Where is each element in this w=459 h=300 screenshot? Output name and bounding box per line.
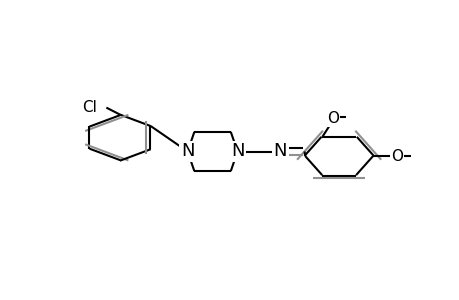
Text: N: N: [273, 142, 286, 160]
Text: O: O: [390, 148, 402, 164]
Text: Cl: Cl: [82, 100, 97, 115]
Text: N: N: [180, 142, 194, 160]
Text: N: N: [230, 142, 244, 160]
Text: O: O: [326, 111, 338, 126]
